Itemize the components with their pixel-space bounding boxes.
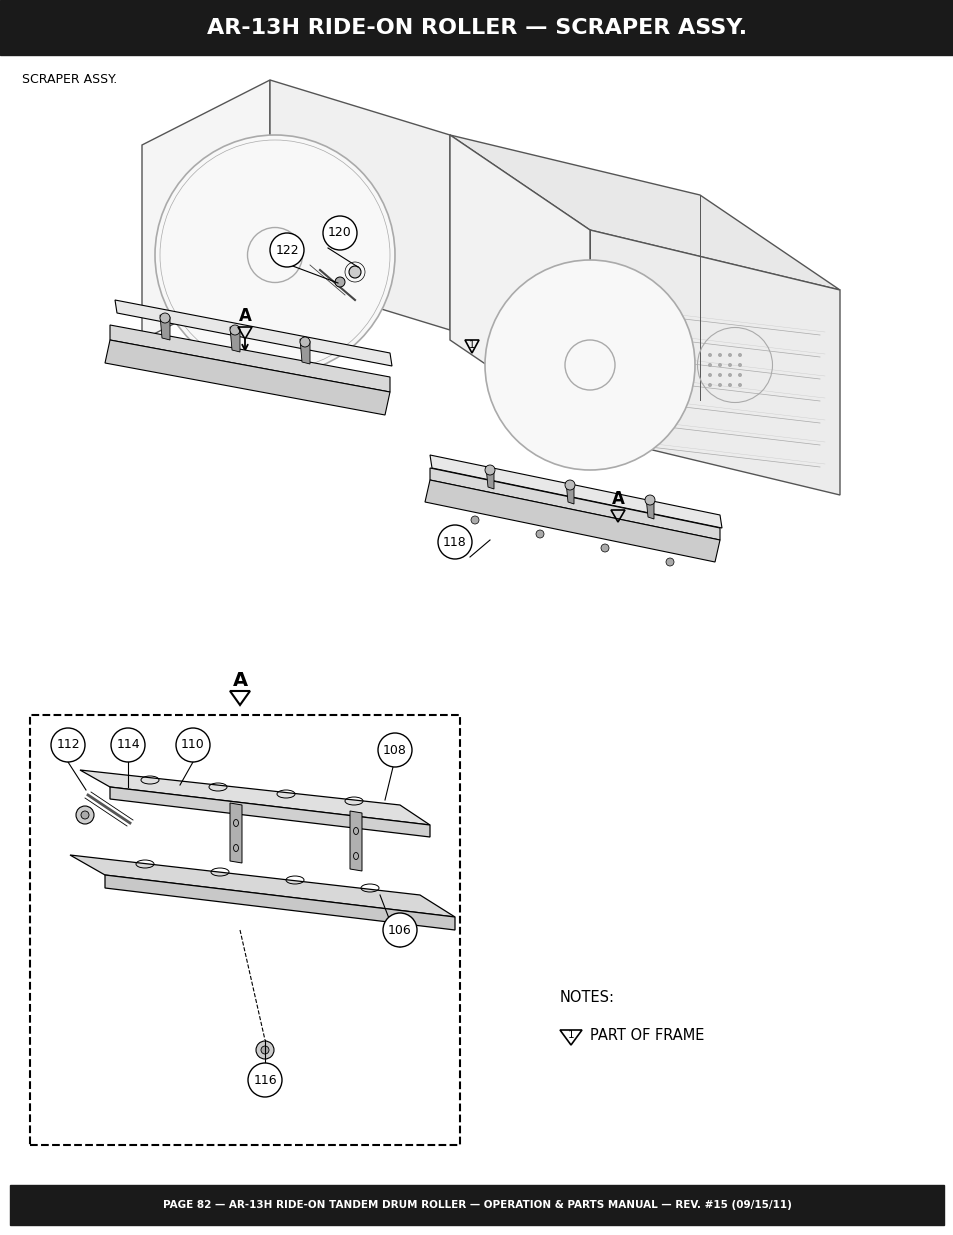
Circle shape (51, 727, 85, 762)
Circle shape (718, 383, 721, 387)
Circle shape (382, 913, 416, 947)
Circle shape (727, 353, 731, 357)
Polygon shape (450, 135, 840, 290)
Text: AR-13H RIDE-ON ROLLER — SCRAPER ASSY.: AR-13H RIDE-ON ROLLER — SCRAPER ASSY. (207, 17, 746, 37)
Circle shape (484, 466, 495, 475)
Polygon shape (105, 876, 455, 930)
Text: 116: 116 (253, 1073, 276, 1087)
Polygon shape (589, 230, 840, 495)
Text: 110: 110 (181, 739, 205, 752)
Text: 108: 108 (383, 743, 407, 757)
Text: 1: 1 (469, 340, 475, 350)
Circle shape (707, 373, 711, 377)
Polygon shape (299, 338, 310, 364)
Polygon shape (230, 327, 240, 352)
Circle shape (738, 373, 741, 377)
Text: 112: 112 (56, 739, 80, 752)
Polygon shape (230, 803, 242, 863)
Circle shape (738, 353, 741, 357)
Polygon shape (350, 811, 361, 871)
Polygon shape (565, 482, 574, 504)
Text: A: A (233, 671, 247, 690)
Circle shape (536, 530, 543, 538)
Circle shape (81, 811, 89, 819)
Polygon shape (142, 80, 270, 340)
Text: 118: 118 (442, 536, 466, 548)
Circle shape (160, 312, 170, 324)
Ellipse shape (154, 135, 395, 375)
Text: A: A (611, 490, 624, 508)
Bar (10, 1186, 943, 1225)
Polygon shape (270, 80, 450, 330)
Polygon shape (115, 300, 392, 366)
Polygon shape (430, 454, 721, 529)
Circle shape (248, 1063, 282, 1097)
Polygon shape (70, 855, 455, 918)
Polygon shape (105, 340, 390, 415)
Text: PART OF FRAME: PART OF FRAME (589, 1029, 703, 1044)
Circle shape (738, 383, 741, 387)
Text: NOTES:: NOTES: (559, 990, 615, 1005)
Circle shape (644, 495, 655, 505)
Ellipse shape (484, 261, 695, 471)
Circle shape (175, 727, 210, 762)
Circle shape (76, 806, 94, 824)
Circle shape (255, 1041, 274, 1058)
Bar (30, 715, 459, 1145)
Circle shape (270, 233, 304, 267)
Text: A: A (238, 308, 252, 325)
Circle shape (349, 266, 360, 278)
Circle shape (718, 353, 721, 357)
Circle shape (471, 516, 478, 524)
Polygon shape (485, 467, 494, 489)
Text: 114: 114 (116, 739, 140, 752)
Bar (0, 0, 953, 56)
Circle shape (230, 325, 240, 335)
Circle shape (564, 480, 575, 490)
Polygon shape (80, 769, 430, 825)
Polygon shape (160, 315, 170, 340)
Polygon shape (110, 325, 390, 391)
Text: 120: 120 (328, 226, 352, 240)
Circle shape (665, 558, 673, 566)
Circle shape (437, 525, 472, 559)
Text: SCRAPER ASSY.: SCRAPER ASSY. (22, 73, 117, 86)
Circle shape (718, 363, 721, 367)
Circle shape (335, 277, 345, 287)
Circle shape (718, 373, 721, 377)
Circle shape (738, 363, 741, 367)
Circle shape (323, 216, 356, 249)
Circle shape (727, 373, 731, 377)
Polygon shape (645, 496, 654, 519)
Circle shape (727, 363, 731, 367)
Circle shape (707, 363, 711, 367)
Polygon shape (450, 135, 589, 435)
Circle shape (600, 543, 608, 552)
Polygon shape (430, 468, 720, 540)
Text: 106: 106 (388, 924, 412, 936)
Text: 1: 1 (567, 1030, 574, 1040)
Circle shape (377, 734, 412, 767)
Circle shape (299, 337, 310, 347)
Polygon shape (424, 480, 720, 562)
Polygon shape (110, 787, 430, 837)
Text: 122: 122 (274, 243, 298, 257)
Text: PAGE 82 — AR-13H RIDE-ON TANDEM DRUM ROLLER — OPERATION & PARTS MANUAL — REV. #1: PAGE 82 — AR-13H RIDE-ON TANDEM DRUM ROL… (162, 1200, 791, 1210)
Circle shape (261, 1046, 269, 1053)
Circle shape (727, 383, 731, 387)
Circle shape (707, 353, 711, 357)
Circle shape (111, 727, 145, 762)
Circle shape (707, 383, 711, 387)
